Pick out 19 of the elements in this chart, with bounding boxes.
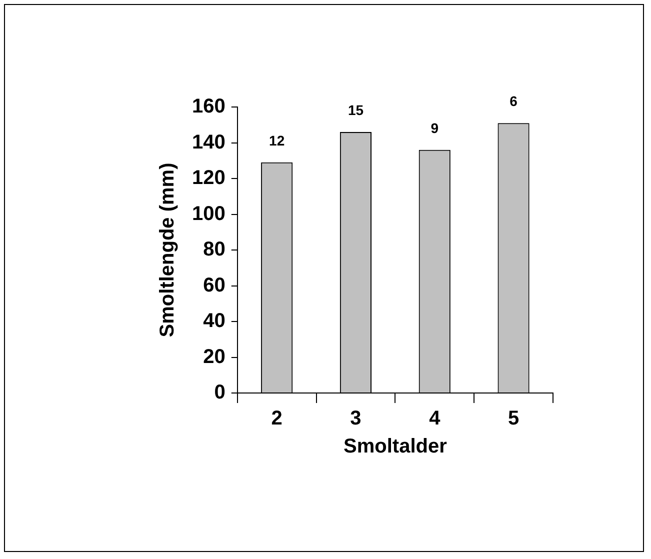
y-tick-label: 160	[192, 96, 226, 118]
annotation: 15	[348, 102, 364, 118]
y-axis-title: Smoltlengde (mm)	[156, 162, 179, 338]
y-tick-label: 60	[203, 274, 226, 296]
x-tick-label: 3	[350, 408, 362, 430]
y-tick-label: 80	[203, 238, 226, 261]
annotation: 9	[430, 120, 439, 136]
y-tick-label: 20	[203, 346, 226, 368]
y-tick-label: 120	[192, 167, 226, 190]
y-tick-label: 40	[203, 310, 226, 332]
x-tick-label: 4	[429, 408, 442, 430]
annotation: 6	[510, 92, 518, 109]
x-tick-label: 5	[508, 408, 520, 430]
y-tick-label: 0	[214, 382, 226, 404]
y-tick-label: 140	[192, 131, 226, 154]
annotation: 12	[269, 132, 285, 148]
y-tick-label: 100	[192, 202, 226, 225]
x-axis-title: Smoltalder	[344, 436, 448, 458]
x-tick-label: 2	[271, 408, 282, 430]
